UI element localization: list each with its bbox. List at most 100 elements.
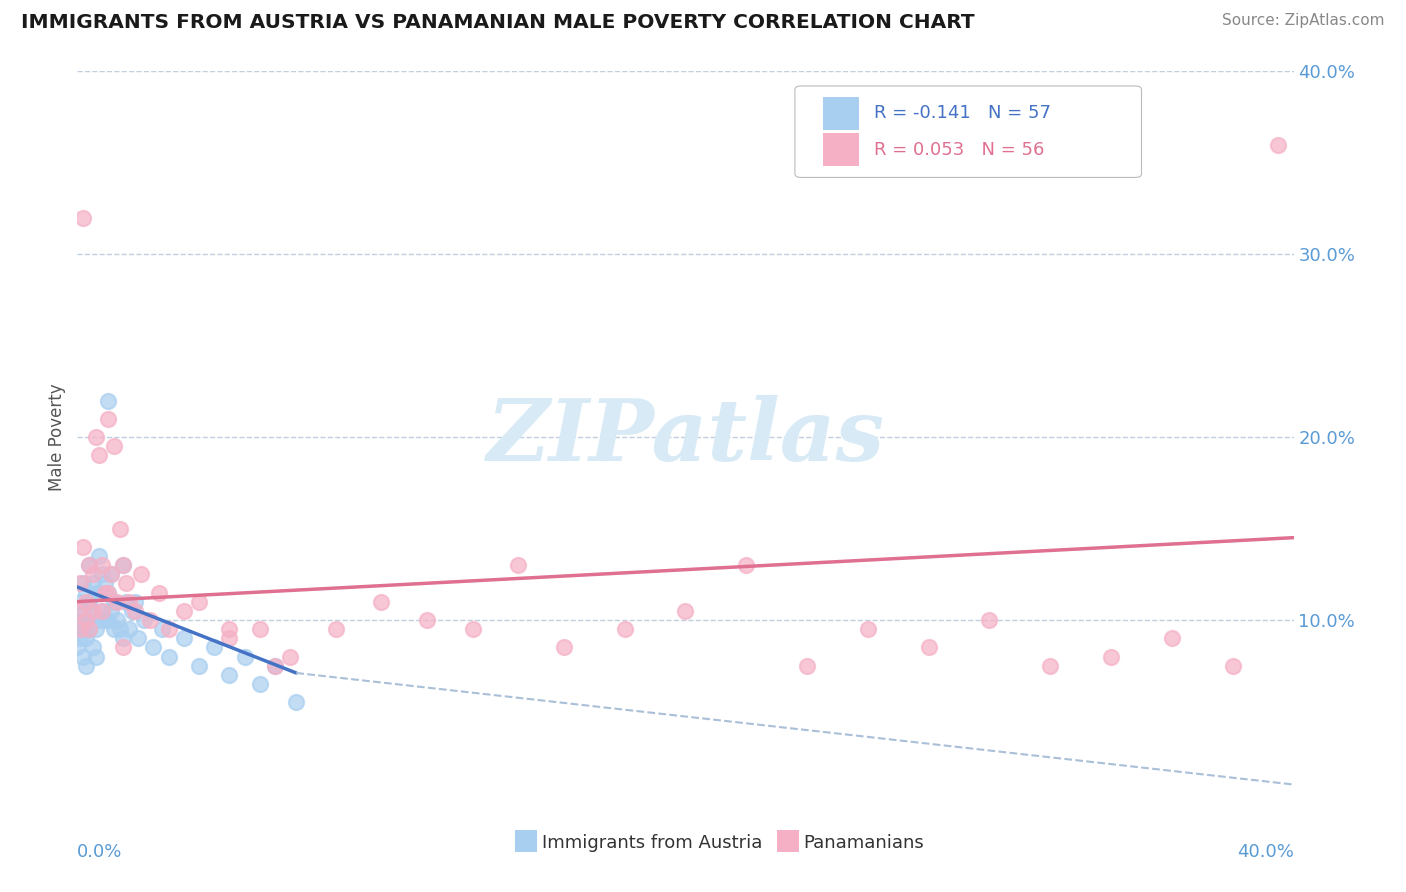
Point	[157, 649, 180, 664]
Point	[218, 667, 240, 681]
Point	[97, 412, 120, 426]
Point	[121, 604, 143, 618]
Point	[218, 622, 240, 636]
Point	[84, 585, 107, 599]
Point	[103, 439, 125, 453]
Point	[79, 558, 101, 573]
Point	[75, 632, 97, 646]
Text: ZIPatlas: ZIPatlas	[486, 395, 884, 479]
Point	[82, 640, 104, 655]
Point	[72, 576, 94, 591]
Point	[118, 622, 141, 636]
Point	[115, 576, 138, 591]
Point	[69, 622, 91, 636]
Point	[142, 640, 165, 655]
Point	[93, 576, 115, 591]
Text: 0.0%: 0.0%	[77, 843, 122, 861]
Point	[100, 567, 122, 582]
Bar	[776, 830, 799, 852]
Point	[75, 585, 97, 599]
Point	[233, 649, 256, 664]
Text: IMMIGRANTS FROM AUSTRIA VS PANAMANIAN MALE POVERTY CORRELATION CHART: IMMIGRANTS FROM AUSTRIA VS PANAMANIAN MA…	[21, 13, 974, 32]
Point	[134, 613, 156, 627]
Point	[188, 594, 211, 608]
Point	[97, 613, 120, 627]
Point	[100, 604, 122, 618]
Point	[72, 649, 94, 664]
Point	[108, 521, 131, 535]
Point	[124, 604, 146, 618]
Point	[97, 585, 120, 599]
FancyBboxPatch shape	[794, 86, 1142, 178]
Point	[69, 594, 91, 608]
Point	[461, 622, 484, 636]
Point	[202, 640, 225, 655]
Point	[75, 613, 97, 627]
Point	[249, 677, 271, 691]
Point	[82, 576, 104, 591]
Point	[613, 622, 636, 636]
Point	[979, 613, 1001, 627]
Point	[264, 658, 287, 673]
Point	[129, 567, 152, 582]
Point	[97, 393, 120, 408]
Point	[87, 549, 110, 563]
Text: 40.0%: 40.0%	[1237, 843, 1294, 861]
Point	[87, 585, 110, 599]
Text: Source: ZipAtlas.com: Source: ZipAtlas.com	[1222, 13, 1385, 29]
Point	[66, 640, 89, 655]
Point	[79, 622, 101, 636]
Point	[103, 622, 125, 636]
Point	[856, 622, 879, 636]
Point	[79, 558, 101, 573]
Point	[111, 558, 134, 573]
Point	[72, 604, 94, 618]
Point	[87, 448, 110, 462]
Point	[72, 540, 94, 554]
Point	[675, 604, 697, 618]
Point	[264, 658, 287, 673]
Point	[105, 613, 128, 627]
Point	[93, 613, 115, 627]
Point	[249, 622, 271, 636]
Point	[90, 604, 112, 618]
Point	[1267, 137, 1289, 152]
Point	[278, 649, 301, 664]
Point	[84, 649, 107, 664]
Point	[508, 558, 530, 573]
Point	[82, 604, 104, 618]
Point	[115, 594, 138, 608]
Point	[108, 622, 131, 636]
Point	[285, 695, 308, 709]
Point	[84, 430, 107, 444]
Point	[139, 613, 162, 627]
Bar	[823, 133, 859, 166]
Point	[66, 622, 89, 636]
Y-axis label: Male Poverty: Male Poverty	[48, 384, 66, 491]
Point	[103, 594, 125, 608]
Point	[90, 567, 112, 582]
Text: Panamanians: Panamanians	[803, 834, 924, 852]
Point	[90, 604, 112, 618]
Bar	[823, 96, 859, 129]
Point	[87, 613, 110, 627]
Point	[148, 585, 170, 599]
Point	[75, 594, 97, 608]
Point	[735, 558, 758, 573]
Point	[124, 594, 146, 608]
Point	[1161, 632, 1184, 646]
Point	[111, 558, 134, 573]
Text: Immigrants from Austria: Immigrants from Austria	[541, 834, 762, 852]
Point	[157, 622, 180, 636]
Point	[152, 622, 174, 636]
Point	[796, 658, 818, 673]
Point	[173, 632, 195, 646]
Text: R = -0.141   N = 57: R = -0.141 N = 57	[875, 104, 1050, 122]
Point	[79, 622, 101, 636]
Point	[1222, 658, 1244, 673]
Point	[111, 640, 134, 655]
Text: R = 0.053   N = 56: R = 0.053 N = 56	[875, 141, 1045, 159]
Point	[69, 613, 91, 627]
Point	[69, 632, 91, 646]
Point	[1099, 649, 1122, 664]
